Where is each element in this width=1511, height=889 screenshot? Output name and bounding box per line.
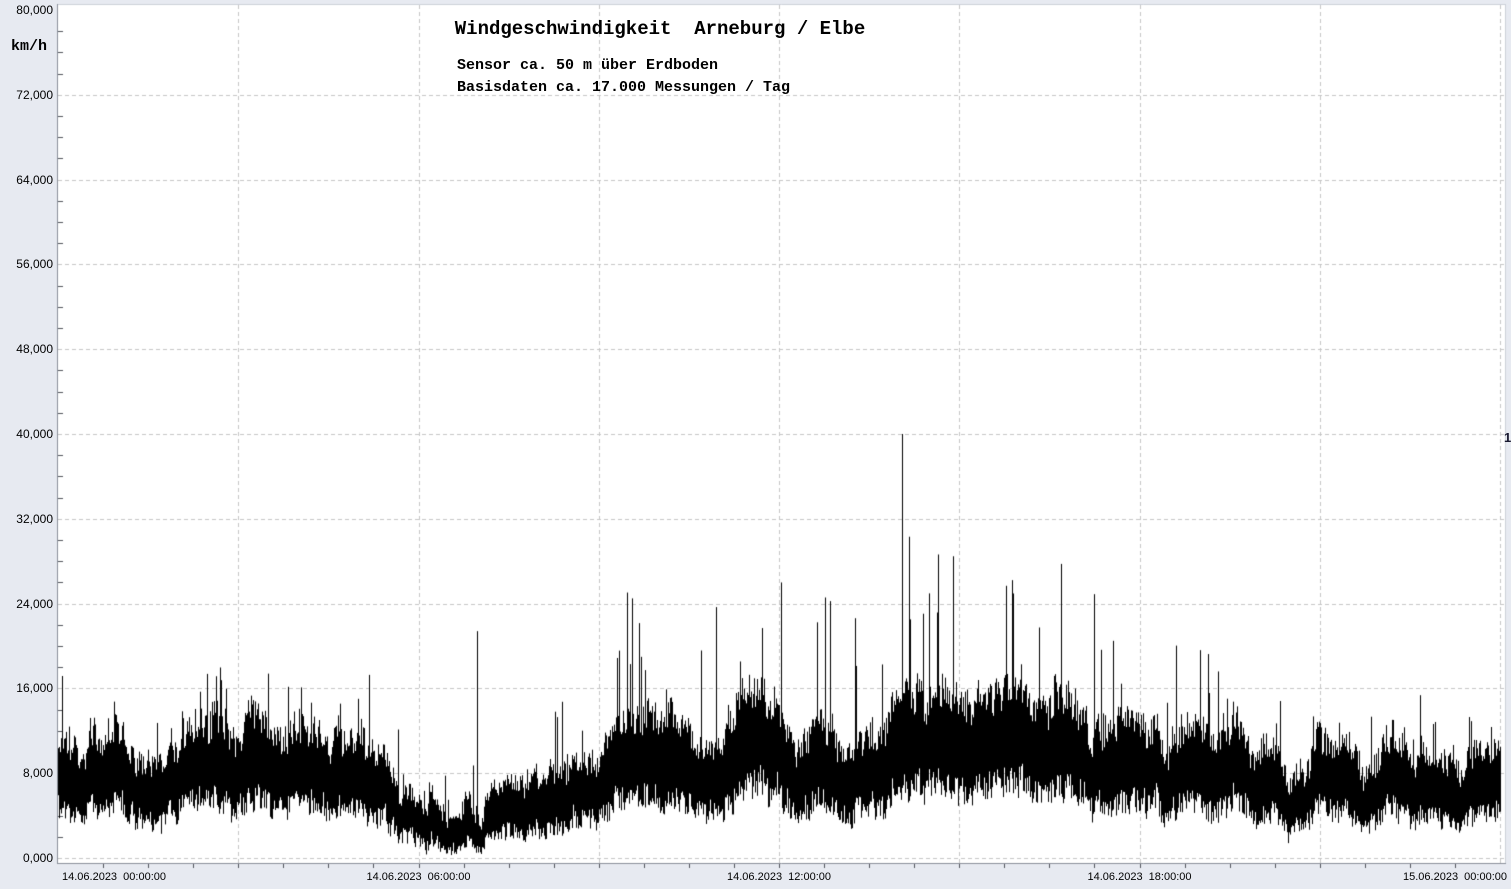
y-axis-tick-label: 16,000: [16, 681, 53, 696]
x-axis-tick-label: 14.06.2023 06:00:00: [366, 871, 471, 883]
y-axis-tick-label: 72,000: [16, 87, 53, 102]
y-axis-tick-label: 8,000: [22, 766, 53, 781]
x-axis-tick-label: 14.06.2023 00:00:00: [62, 871, 166, 883]
x-axis-tick-label: 14.06.2023 12:00:00: [727, 871, 831, 883]
y-axis-tick-label: 56,000: [16, 257, 53, 272]
y-axis-tick-label: 32,000: [16, 511, 53, 526]
y-axis-tick-label: 48,000: [16, 342, 53, 357]
chart-title: Windgeschwindigkeit Arneburg / Elbe: [454, 18, 866, 40]
y-axis-tick-label: 80,000: [16, 3, 53, 17]
x-axis-tick-label: 15.06.2023 00:00:00: [1403, 871, 1507, 883]
y-axis-tick-label: 0,000: [22, 851, 53, 865]
x-axis-tick-label: 14.06.2023 18:00:00: [1087, 871, 1192, 883]
y-axis-tick-label: 40,000: [16, 427, 53, 441]
y-axis-unit-label: km/h: [11, 38, 48, 55]
right-edge-clipped-label: 1: [1504, 430, 1511, 445]
chart-subtitle-basis: Basisdaten ca. 17.000 Messungen / Tag: [457, 79, 791, 96]
y-axis-tick-label: 24,000: [16, 596, 53, 611]
y-axis-tick-label: 64,000: [16, 172, 53, 187]
chart-subtitle-sensor: Sensor ca. 50 m über Erdboden: [457, 57, 719, 74]
